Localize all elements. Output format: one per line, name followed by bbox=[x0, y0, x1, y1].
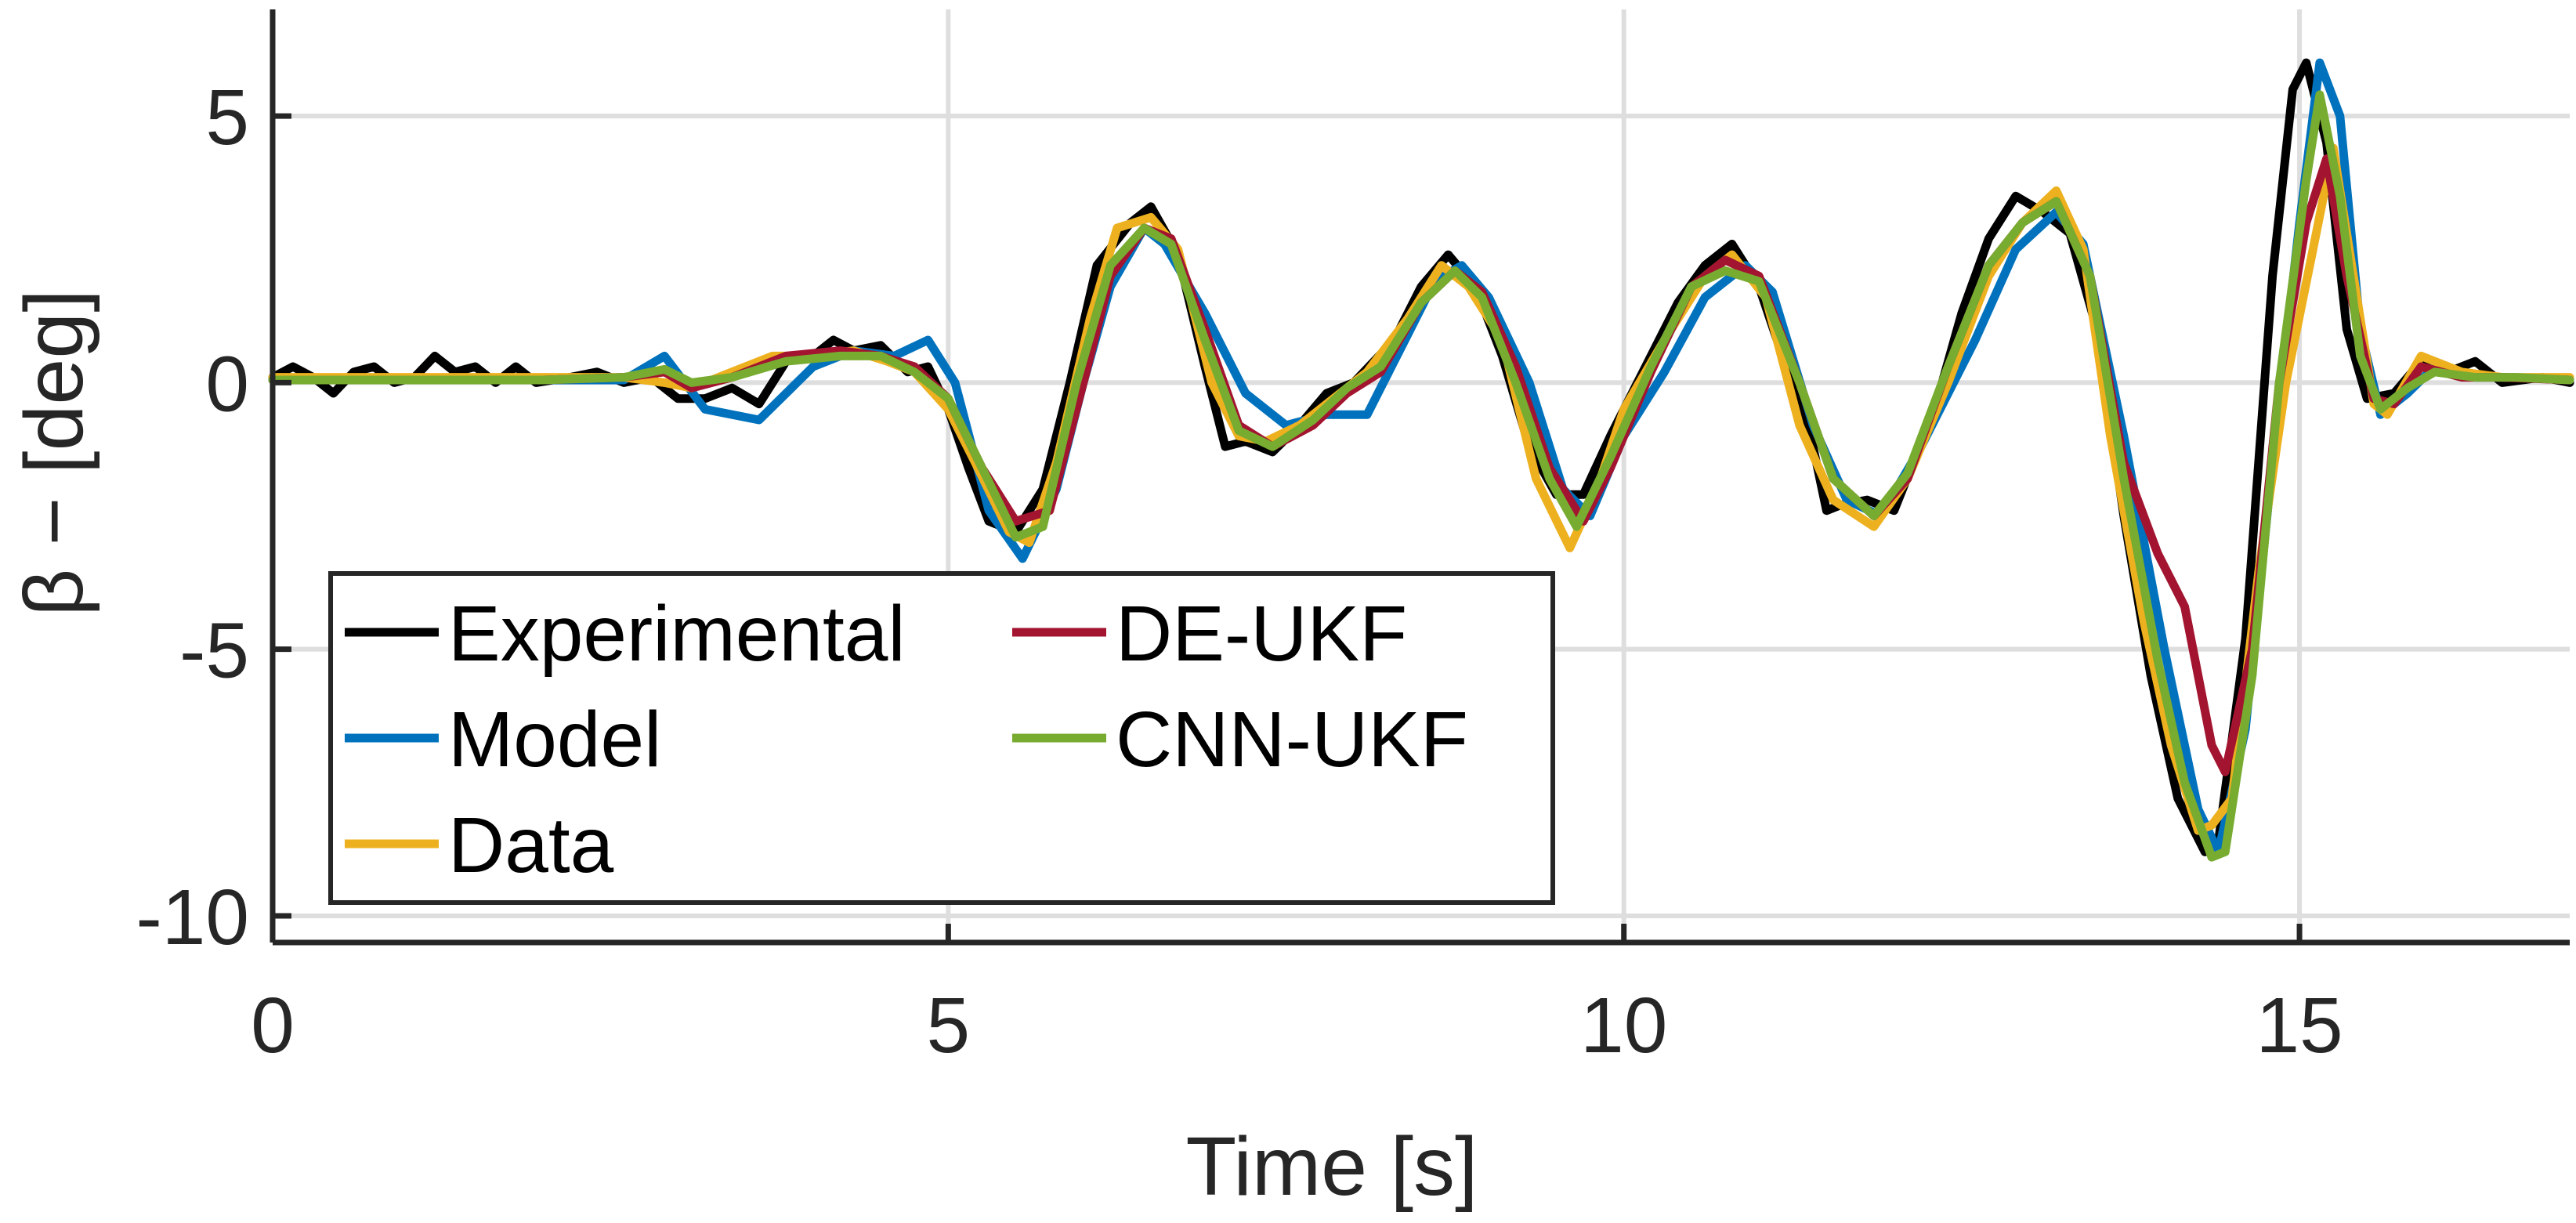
x-tick-label: 10 bbox=[1580, 982, 1667, 1069]
y-tick-label: 5 bbox=[205, 74, 249, 161]
legend: Experimental Model Data DE-UKF CNN-UKF bbox=[328, 571, 1555, 905]
x-tick-label: 0 bbox=[251, 982, 295, 1069]
legend-label-model: Model bbox=[448, 696, 661, 783]
legend-label-data: Data bbox=[448, 801, 614, 889]
x-tick-label: 15 bbox=[2256, 982, 2343, 1069]
legend-label-de-ukf: DE-UKF bbox=[1116, 590, 1407, 678]
y-tick-label: -10 bbox=[136, 874, 249, 961]
series-line-cnn-ukf bbox=[268, 90, 2574, 862]
y-tick-label: -5 bbox=[179, 607, 249, 695]
legend-label-experimental: Experimental bbox=[448, 590, 906, 678]
x-tick-label: 5 bbox=[927, 982, 971, 1069]
y-tick-label: 0 bbox=[205, 340, 249, 428]
tick-labels: 0 5 10 15 -10 -5 0 5 bbox=[136, 74, 2343, 1069]
legend-label-cnn-ukf: CNN-UKF bbox=[1116, 696, 1468, 783]
series-layer bbox=[268, 58, 2574, 862]
axes bbox=[270, 9, 2570, 946]
y-axis-title: β − [deg] bbox=[8, 289, 100, 617]
legend-box bbox=[328, 571, 1555, 905]
x-axis-title: Time [s] bbox=[1186, 1120, 1478, 1213]
